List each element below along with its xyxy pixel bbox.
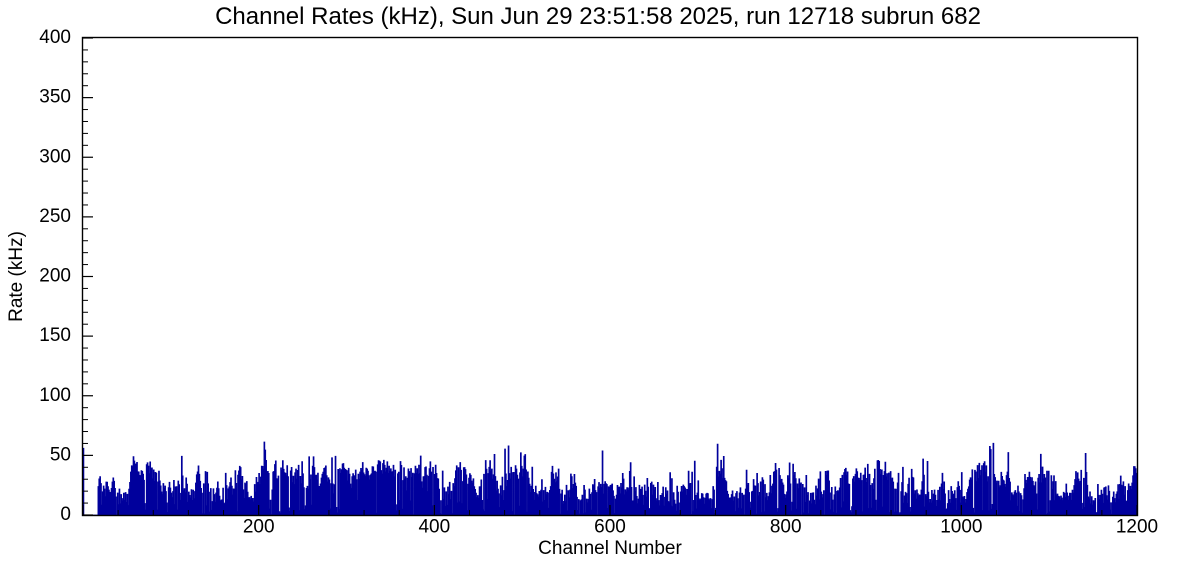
- svg-text:350: 350: [39, 87, 71, 108]
- svg-text:Channel Rates (kHz), Sun Jun 2: Channel Rates (kHz), Sun Jun 29 23:51:58…: [215, 3, 981, 30]
- svg-text:800: 800: [770, 517, 802, 538]
- svg-text:200: 200: [243, 517, 275, 538]
- svg-text:50: 50: [50, 444, 71, 465]
- svg-text:Channel Number: Channel Number: [538, 538, 682, 559]
- svg-text:1200: 1200: [1116, 517, 1158, 538]
- svg-text:200: 200: [39, 266, 71, 287]
- svg-text:250: 250: [39, 206, 71, 227]
- svg-text:Rate (kHz): Rate (kHz): [6, 231, 27, 322]
- svg-text:300: 300: [39, 146, 71, 167]
- svg-text:400: 400: [418, 517, 450, 538]
- svg-text:400: 400: [39, 27, 71, 48]
- svg-text:150: 150: [39, 325, 71, 346]
- svg-text:600: 600: [594, 517, 626, 538]
- svg-text:1000: 1000: [940, 517, 982, 538]
- svg-text:100: 100: [39, 385, 71, 406]
- svg-text:0: 0: [60, 504, 71, 525]
